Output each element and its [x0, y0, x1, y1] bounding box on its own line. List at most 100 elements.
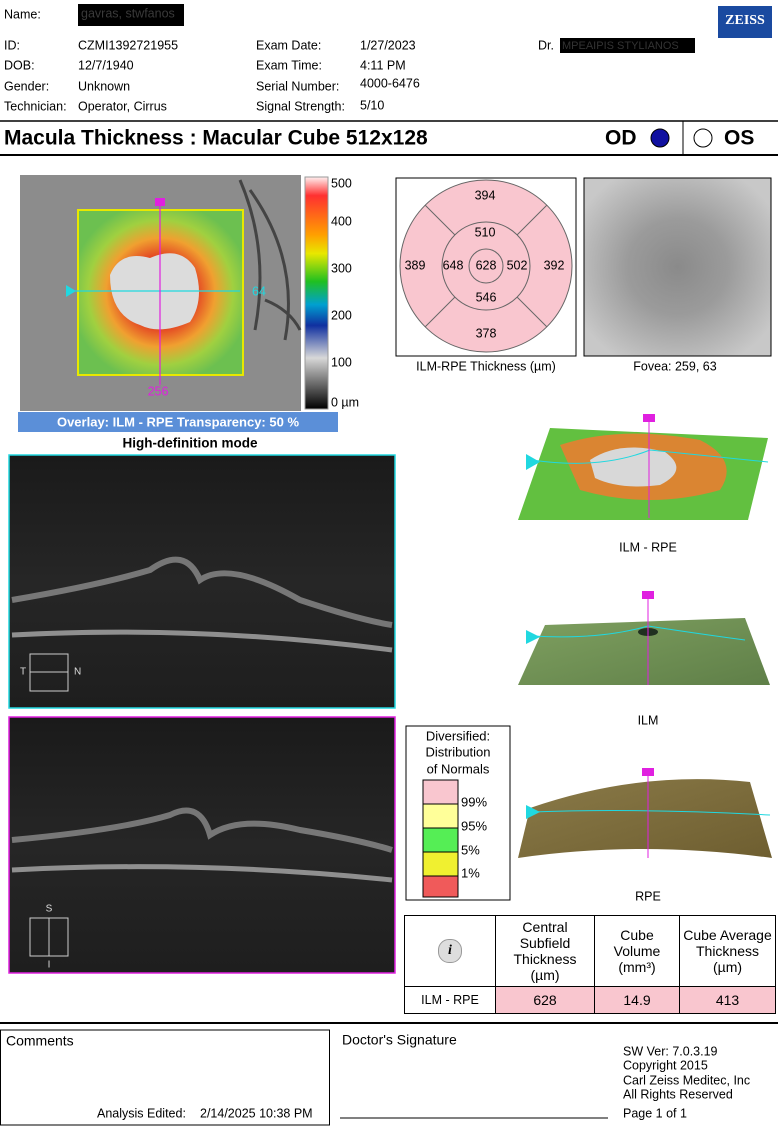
row-label: ILM - RPE: [404, 986, 496, 1014]
etdrs-sector-line: [516, 204, 548, 236]
value: 12/7/1940: [78, 58, 134, 72]
label: Signal Strength:: [256, 99, 345, 113]
rpe-layer: [11, 629, 393, 653]
value: Unknown: [78, 79, 130, 93]
color-bar-label: 100: [331, 355, 352, 369]
etdrs-value: 510: [475, 225, 496, 239]
etdrs-sector-line: [424, 204, 456, 236]
surface-marker: [643, 414, 655, 422]
label: Exam Time:: [256, 58, 322, 72]
surface-caption: RPE: [635, 889, 661, 903]
column-header: Cube Volume (mm³): [594, 915, 680, 987]
fovea-image: [583, 177, 772, 357]
software-info: SW Ver: 7.0.3.19: [623, 1044, 718, 1058]
surface-rpe: [518, 779, 772, 858]
slice-v-label: 256: [148, 384, 169, 398]
color-bar-label: 300: [331, 261, 352, 275]
value: 4:11 PM: [360, 58, 406, 72]
mode-caption: High-definition mode: [123, 436, 258, 451]
surface-slice-h: [531, 810, 771, 816]
slice-h-label: 64: [252, 284, 266, 298]
rpe-layer: [11, 864, 393, 883]
overlay-bar: [18, 412, 338, 432]
comments-label: Comments: [6, 1033, 74, 1049]
legend-title: Diversified:: [426, 728, 490, 743]
label: Analysis Edited:: [97, 1106, 186, 1120]
color-bar-label: 0 µm: [331, 395, 359, 409]
cell-value: 413: [679, 986, 776, 1014]
software-info: Carl Zeiss Meditec, Inc: [623, 1073, 750, 1087]
label: Name:: [4, 7, 41, 21]
color-bar-label: 200: [331, 308, 352, 322]
etdrs-caption: ILM-RPE Thickness (µm): [416, 359, 556, 373]
label: ID:: [4, 38, 20, 52]
legend-level: 5%: [461, 842, 480, 857]
surface-marker: [642, 591, 654, 599]
cell-value: 628: [495, 986, 595, 1014]
surface-ilm: [518, 618, 770, 685]
legend-swatch: [422, 851, 459, 877]
table-header: i Central Subfield Thickness (µm) Cube V…: [404, 915, 776, 987]
value: 4000-6476: [360, 76, 420, 90]
legend-swatch: [422, 803, 459, 829]
legend-swatch: [422, 875, 459, 898]
retina-layer: [11, 807, 393, 853]
etdrs-value: 394: [475, 188, 496, 202]
value: 1/27/2023: [360, 38, 416, 52]
color-bar: [304, 176, 329, 410]
orientation-label: S: [46, 904, 53, 915]
info-icon: i: [438, 939, 462, 963]
label: Serial Number:: [256, 79, 339, 93]
label: Exam Date:: [256, 38, 321, 52]
retina-layer: [11, 556, 393, 628]
surface-caption: ILM: [638, 713, 659, 727]
surface-slice-h: [531, 449, 769, 464]
column-header: Cube Average Thickness (µm): [679, 915, 776, 987]
legend-swatch: [422, 779, 459, 805]
legend-level: 95%: [461, 818, 487, 833]
comments-box: [0, 1029, 330, 1126]
color-bar-label: 400: [331, 214, 352, 228]
etdrs-value: 389: [405, 258, 426, 272]
signature-label: Doctor's Signature: [342, 1032, 457, 1048]
label: Gender:: [4, 79, 49, 93]
software-info: All Rights Reserved: [623, 1087, 733, 1101]
orientation-label: T: [20, 667, 26, 678]
slice-v-marker: [155, 198, 165, 206]
etdrs-value: 502: [507, 258, 528, 272]
surface-marker: [642, 768, 654, 776]
logo-box: [718, 6, 772, 38]
eye-od-selected: [650, 128, 670, 148]
table-row: ILM - RPE 628 14.9 413: [404, 986, 776, 1014]
patient-name: gavras, stwfanos: [81, 6, 175, 20]
fovea-caption: Fovea: 259, 63: [633, 359, 716, 373]
surface-caption: ILM - RPE: [619, 540, 677, 554]
etdrs-value: 378: [476, 326, 497, 340]
surface-marker: [526, 454, 540, 470]
etdrs-value: 648: [443, 258, 464, 272]
value: 2/14/2025 10:38 PM: [200, 1106, 313, 1120]
value: 5/10: [360, 98, 384, 112]
eye-os: OS: [724, 127, 754, 150]
bscan-vertical: [8, 716, 396, 974]
label: Technician:: [4, 99, 67, 113]
label: Dr.: [538, 38, 554, 52]
vessels: [238, 179, 302, 341]
eye-od: OD: [605, 127, 637, 150]
slice-h-marker: [66, 285, 76, 297]
doctor-name: MPEAIPIS STYLIANOS: [562, 40, 679, 52]
label: DOB:: [4, 58, 35, 72]
etdrs-sector-line: [516, 296, 548, 328]
redaction: [78, 4, 184, 26]
legend-title: of Normals: [427, 761, 490, 776]
color-bar-label: 500: [331, 176, 352, 190]
orientation-label: I: [48, 960, 51, 971]
cell-value: 14.9: [594, 986, 680, 1014]
legend-title: Distribution: [425, 744, 490, 759]
report-title: Macula Thickness : Macular Cube 512x128: [4, 127, 428, 150]
software-info: Copyright 2015: [623, 1058, 708, 1072]
legend-level: 1%: [461, 865, 480, 880]
